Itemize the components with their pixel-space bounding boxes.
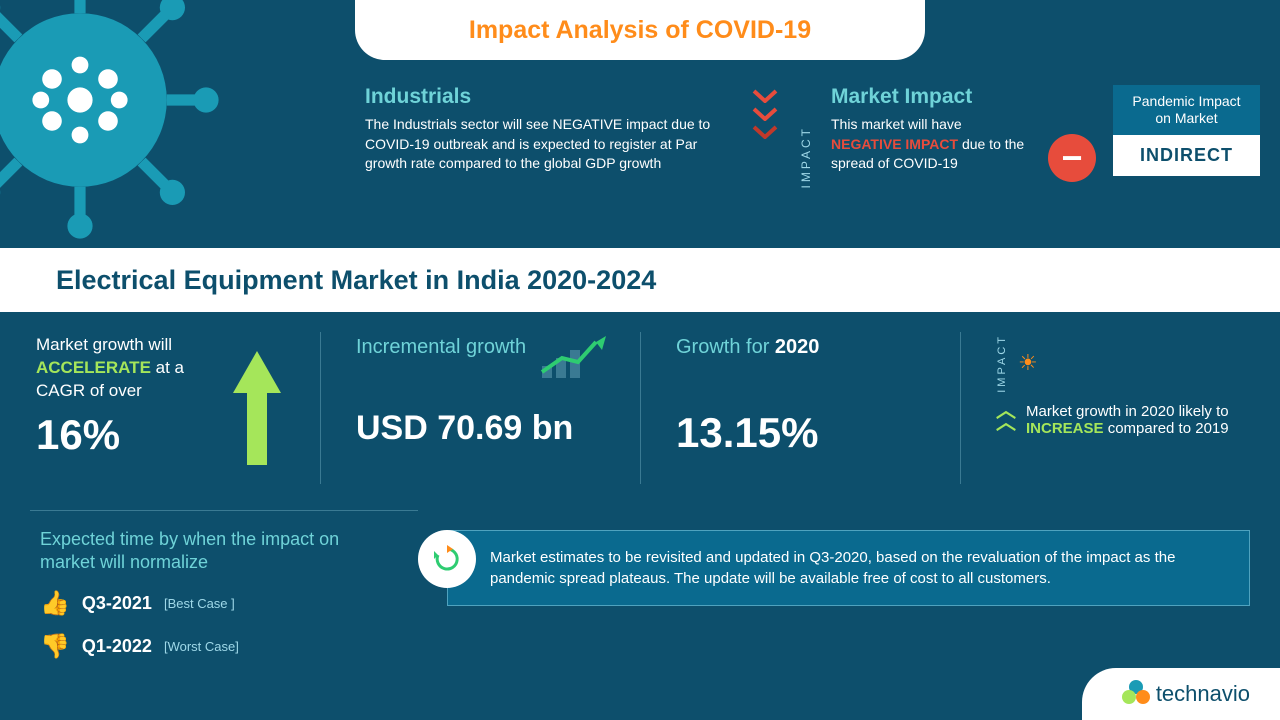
best-case-period: Q3-2021 <box>82 593 152 614</box>
metrics-row: Market growth will ACCELERATE at a CAGR … <box>0 312 1280 504</box>
brand-name: technavio <box>1156 681 1250 707</box>
top-section: Industrials The Industrials sector will … <box>365 85 1260 230</box>
impact-vertical-label-2: IMPACT <box>996 334 1008 393</box>
down-chevrons-icon <box>749 85 781 230</box>
report-title: Electrical Equipment Market in India 202… <box>56 265 656 296</box>
best-case-tag: [Best Case ] <box>164 596 235 611</box>
normalize-block: Expected time by when the impact on mark… <box>0 510 418 720</box>
header-title: Impact Analysis of COVID-19 <box>469 16 811 45</box>
growth2020-label: Growth for 2020 <box>676 334 932 361</box>
impact2020-text: Market growth in 2020 likely to INCREASE… <box>1026 403 1252 437</box>
report-title-band: Electrical Equipment Market in India 202… <box>0 248 1280 312</box>
metric-impact-2020: IMPACT ☀ ︿︿ Market growth in 2020 likely… <box>960 312 1280 504</box>
market-impact-body: This market will have NEGATIVE IMPACT du… <box>831 115 1031 174</box>
industrials-body: The Industrials sector will see NEGATIVE… <box>365 115 735 174</box>
thumbs-down-icon: 👎 <box>40 632 70 661</box>
worst-case-period: Q1-2022 <box>82 636 152 657</box>
pandemic-box-label: Pandemic Impact on Market <box>1113 85 1260 135</box>
growth-chart-icon <box>538 332 610 382</box>
refresh-icon <box>418 530 476 588</box>
industrials-block: Industrials The Industrials sector will … <box>365 85 735 230</box>
worst-case-row: 👎 Q1-2022 [Worst Case] <box>40 632 388 661</box>
pandemic-box-value: INDIRECT <box>1113 135 1260 176</box>
double-chevron-up-icon: ︿︿ <box>996 405 1016 429</box>
best-case-row: 👍 Q3-2021 [Best Case ] <box>40 589 388 618</box>
cagr-label: Market growth will ACCELERATE at a CAGR … <box>36 334 222 403</box>
metric-growth-2020: Growth for 2020 13.15% <box>640 312 960 504</box>
sun-icon: ☀ <box>1018 350 1038 376</box>
incremental-value: USD 70.69 bn <box>356 409 612 448</box>
note-text: Market estimates to be revisited and upd… <box>447 530 1250 606</box>
worst-case-tag: [Worst Case] <box>164 639 239 654</box>
impact-vertical-label: IMPACT <box>795 126 817 188</box>
virus-illustration <box>0 0 220 240</box>
metric-incremental: Incremental growth USD 70.69 bn <box>320 312 640 504</box>
cagr-value: 16% <box>36 411 222 459</box>
market-impact-heading: Market Impact <box>831 85 1031 109</box>
technavio-logo-icon <box>1122 680 1150 708</box>
thumbs-up-icon: 👍 <box>40 589 70 618</box>
industrials-heading: Industrials <box>365 85 735 109</box>
header-title-pill: Impact Analysis of COVID-19 <box>355 0 925 60</box>
market-impact-block: Market Impact This market will have NEGA… <box>831 85 1031 230</box>
normalize-question: Expected time by when the impact on mark… <box>40 528 388 575</box>
pandemic-impact-box: Pandemic Impact on Market INDIRECT <box>1113 85 1260 230</box>
metric-cagr: Market growth will ACCELERATE at a CAGR … <box>0 312 320 504</box>
growth2020-value: 13.15% <box>676 409 932 457</box>
negative-minus-icon: − <box>1045 85 1099 230</box>
arrow-up-icon <box>222 334 292 482</box>
footer-brand: technavio <box>1082 668 1280 720</box>
